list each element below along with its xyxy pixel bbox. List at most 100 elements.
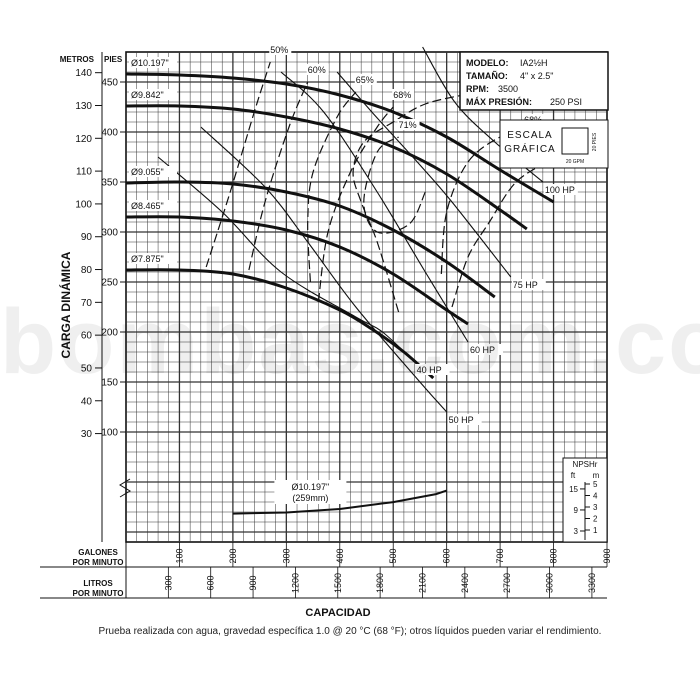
impeller-label: Ø8.465" — [131, 201, 164, 211]
lpm-tick-label: 2100 — [417, 573, 427, 593]
npsh-ft-tick-label: 15 — [569, 485, 578, 494]
power-label: 50 HP — [449, 415, 474, 425]
lpm-tick-label: 1500 — [333, 573, 343, 593]
power-label-bg — [415, 364, 450, 375]
power-curve — [157, 156, 415, 363]
npsh-m-tick-label: 4 — [593, 492, 598, 501]
chart-axes: 100 150 200 250 300 350 400 450 30 40 50 60 70 80 90 10… — [40, 52, 612, 599]
efficiency-label-bg — [269, 44, 292, 55]
scale-side-label: 20 PIES — [592, 132, 598, 151]
size-value: 4" x 2.5" — [520, 71, 553, 81]
power-label-bg — [447, 414, 482, 425]
meter-tick-label: 90 — [81, 232, 93, 243]
lpm-tick-label: 1200 — [290, 573, 300, 593]
impeller-label: Ø9.055" — [131, 167, 164, 177]
lpm-tick-label: 900 — [248, 575, 258, 590]
efficiency-label: 50% — [270, 45, 288, 55]
efficiency-curve — [205, 61, 271, 268]
gpm-tick-label: 800 — [549, 548, 559, 563]
npsh-label-line-1: Ø10.197" — [292, 482, 330, 492]
impeller-curve — [125, 268, 435, 380]
impeller-label: Ø10.197" — [131, 58, 169, 68]
power-label: 75 HP — [513, 280, 538, 290]
npsh-label-line-2: (259mm) — [292, 493, 328, 503]
efficiency-curve — [451, 159, 552, 308]
feet-tick-label: 200 — [101, 328, 118, 339]
impeller-curve — [125, 215, 469, 326]
efficiency-label-bg — [306, 64, 329, 75]
lpm-axis-label: LITROS POR MINUTO — [73, 579, 124, 598]
gpm-tick-label: 100 — [174, 548, 184, 563]
rpm-label: RPM: — [466, 84, 489, 94]
feet-tick-label: 300 — [101, 228, 118, 239]
gpm-tick-label: 200 — [228, 548, 238, 563]
lpm-tick-label: 2700 — [502, 573, 512, 593]
meters-unit-label: METROS — [60, 55, 95, 64]
impeller-label-bg — [129, 57, 177, 68]
power-label: 40 HP — [417, 365, 442, 375]
impeller-label-bg — [129, 253, 177, 264]
power-label: 60 HP — [470, 345, 495, 355]
efficiency-label: 68% — [393, 90, 411, 100]
head-axis-label: CARGA DINÁMICA — [58, 251, 73, 358]
npsh-ft-tick-label: 3 — [574, 527, 579, 536]
model-label: MODELO: — [466, 58, 509, 68]
power-label-bg — [543, 184, 578, 195]
efficiency-curve — [440, 131, 525, 275]
lpm-tick-label: 600 — [206, 575, 216, 590]
impeller-label-bg — [129, 89, 177, 100]
meter-tick-label: 110 — [76, 167, 92, 178]
lpm-tick-label: 3300 — [587, 573, 597, 593]
impeller-curve — [125, 104, 528, 231]
npsh-m-tick-label: 3 — [593, 503, 598, 512]
npsh-label-bg — [274, 480, 347, 504]
model-value: IA2½H — [520, 58, 548, 68]
size-label: TAMAÑO: — [466, 71, 508, 81]
scale-title-1: ESCALA — [507, 130, 552, 141]
efficiency-curve — [363, 136, 426, 234]
scale-title-2: GRÁFICA — [504, 142, 555, 155]
lpm-tick-label: 1800 — [375, 573, 385, 593]
scale-bottom-label: 20 GPM — [566, 159, 584, 165]
axis-break-mark — [119, 478, 131, 498]
meter-tick-label: 130 — [75, 101, 92, 112]
npsh-m-label: m — [593, 471, 600, 480]
efficiency-label-bg — [392, 89, 415, 100]
feet-tick-label: 100 — [101, 428, 118, 439]
efficiency-label: 60% — [308, 65, 326, 75]
power-curve — [280, 71, 469, 343]
power-curve — [200, 126, 448, 413]
efficiency-label-bg — [397, 119, 420, 130]
efficiency-curve — [248, 81, 309, 271]
power-label-bg — [469, 344, 504, 355]
gpm-tick-label: 700 — [495, 548, 505, 563]
npsh-curve — [232, 489, 448, 515]
chart-curves — [125, 46, 555, 515]
npsh-m-tick-label: 1 — [593, 526, 598, 535]
pressure-label: MÁX PRESIÓN: — [466, 96, 532, 107]
gpm-tick-label: 600 — [442, 548, 452, 563]
graphic-scale-box: ESCALA GRÁFICA 20 PIES 20 GPM — [499, 119, 609, 169]
lpm-tick-label: 3000 — [545, 573, 555, 593]
meter-tick-label: 100 — [75, 199, 92, 210]
meter-tick-label: 30 — [81, 429, 93, 440]
npsh-m-tick-label: 2 — [593, 515, 598, 524]
feet-tick-label: 450 — [101, 78, 118, 89]
efficiency-label: 71% — [399, 120, 417, 130]
lpm-axis-title: LITROS POR MINUTO — [73, 579, 124, 598]
chart-grid — [119, 51, 608, 543]
pressure-value: 250 PSI — [550, 97, 582, 107]
impeller-label-bg — [129, 200, 177, 211]
model-info-box: MODELO: IA2½H TAMAÑO: 4" x 2.5" RPM: 350… — [459, 51, 609, 111]
feet-tick-label: 400 — [101, 128, 118, 139]
meter-tick-label: 40 — [81, 396, 93, 407]
scale-square — [561, 127, 589, 155]
efficiency-label: 65% — [356, 75, 374, 85]
lpm-tick-label: 300 — [163, 575, 173, 590]
gpm-axis-label: GALONES POR MINUTO — [73, 548, 124, 567]
gpm-axis-title: GALONES POR MINUTO — [73, 548, 124, 567]
feet-tick-label: 150 — [101, 378, 118, 389]
